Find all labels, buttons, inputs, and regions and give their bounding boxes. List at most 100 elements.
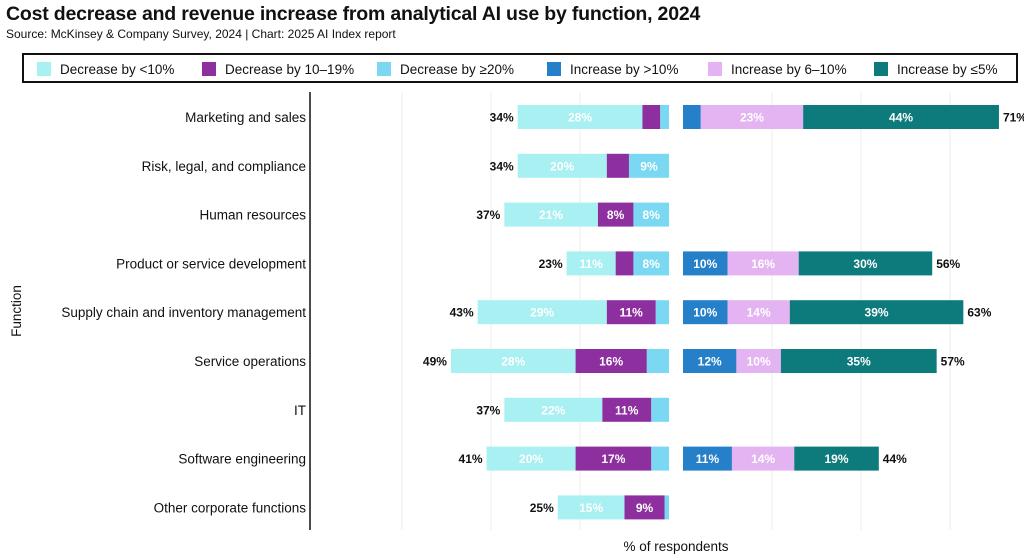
bar-segment	[683, 105, 701, 129]
bar-segment	[504, 202, 598, 227]
data-label: 44%	[889, 111, 913, 125]
decrease-total-label: 34%	[490, 159, 514, 173]
bar-segment	[651, 446, 669, 471]
bar-segment	[655, 300, 669, 325]
decrease-total-label: 23%	[539, 257, 563, 271]
data-label: 10%	[747, 355, 771, 369]
legend-item: Increase by ≤5%	[874, 61, 997, 77]
decrease-total-label: 25%	[530, 501, 554, 515]
legend-item: Increase by 6–10%	[708, 61, 847, 77]
category-label: Software engineering	[178, 452, 306, 467]
bar-segment	[517, 153, 607, 178]
bar-segment	[651, 397, 669, 422]
bar-segment	[660, 105, 669, 129]
legend-swatch	[874, 62, 888, 76]
data-label: 8%	[643, 208, 661, 222]
bar-segment	[517, 105, 643, 129]
data-label: 29%	[530, 306, 554, 320]
legend-label: Increase by ≤5%	[897, 61, 998, 77]
bar-segment	[606, 153, 629, 178]
data-label: 28%	[501, 355, 525, 369]
legend-item: Increase by >10%	[547, 61, 678, 77]
legend-label: Increase by >10%	[570, 61, 679, 77]
legend-item: Decrease by 10–19%	[202, 61, 354, 77]
bar-segment	[642, 105, 661, 129]
y-axis-title: Function	[9, 285, 24, 337]
data-label: 11%	[579, 257, 603, 271]
legend-item: Decrease by <10%	[37, 61, 174, 77]
bar-segment	[683, 349, 737, 373]
bar-segment	[727, 251, 799, 276]
bar-segment	[575, 446, 652, 471]
bar-segment	[780, 349, 937, 373]
increase-total-label: 71%	[1003, 111, 1024, 125]
data-label: 16%	[599, 355, 623, 369]
category-label: Supply chain and inventory management	[61, 305, 306, 320]
data-label: 12%	[698, 355, 722, 369]
decrease-total-label: 41%	[459, 452, 483, 466]
bar-segment	[794, 446, 879, 471]
data-label: 14%	[747, 306, 771, 320]
data-label: 17%	[601, 452, 625, 466]
data-label: 11%	[615, 403, 639, 417]
data-label: 10%	[693, 306, 717, 320]
data-label: 16%	[751, 257, 775, 271]
bar-segment	[504, 397, 603, 422]
data-label: 30%	[853, 257, 877, 271]
category-label: Service operations	[194, 354, 306, 369]
decrease-total-label: 37%	[476, 208, 500, 222]
decrease-total-label: 37%	[476, 403, 500, 417]
data-label: 21%	[539, 208, 563, 222]
data-label: 10%	[693, 257, 717, 271]
legend-label: Decrease by <10%	[60, 61, 175, 77]
data-label: 23%	[740, 111, 764, 125]
bar-segment	[646, 349, 669, 373]
bar-segment	[803, 105, 999, 129]
bar-segment	[597, 202, 634, 227]
legend-swatch	[37, 62, 51, 76]
legend: Decrease by <10% Decrease by 10–19% Decr…	[22, 53, 1018, 83]
legend-label: Decrease by 10–19%	[225, 61, 355, 77]
bars: 28% 34% 23% 44% 71% 9% 20% 34% 8% 8% 21% 37% 8% 11% 23…	[423, 105, 1024, 520]
data-label: 20%	[519, 452, 543, 466]
bar-segment	[664, 495, 669, 520]
bar-segment	[624, 495, 665, 520]
data-label: 35%	[847, 355, 871, 369]
bar-segment	[450, 349, 576, 373]
data-label: 9%	[636, 501, 654, 515]
bar-segment	[557, 495, 625, 520]
category-label: Marketing and sales	[185, 110, 306, 125]
category-label: IT	[294, 403, 306, 418]
legend-swatch	[377, 62, 391, 76]
data-label: 28%	[568, 111, 592, 125]
data-label: 19%	[825, 452, 849, 466]
legend-item: Decrease by ≥20%	[377, 61, 514, 77]
bar-segment	[628, 153, 669, 178]
chart-subtitle: Source: McKinsey & Company Survey, 2024 …	[6, 27, 396, 41]
data-label: 8%	[607, 208, 625, 222]
x-axis-title: % of respondents	[623, 539, 728, 554]
decrease-total-label: 43%	[450, 306, 474, 320]
legend-label: Decrease by ≥20%	[400, 61, 514, 77]
category-label: Human resources	[199, 208, 306, 223]
bar-segment	[700, 105, 804, 129]
bar-segment	[683, 446, 732, 471]
data-label: 20%	[550, 159, 574, 173]
category-label: Other corporate functions	[154, 500, 307, 515]
bar-segment	[486, 446, 576, 471]
data-label: 14%	[751, 452, 775, 466]
bar-segment	[727, 300, 790, 325]
bar-segment	[633, 202, 669, 227]
decrease-total-label: 49%	[423, 355, 447, 369]
bar-segment	[683, 251, 728, 276]
data-label: 11%	[696, 452, 720, 466]
bar-segment	[566, 251, 616, 276]
legend-label: Increase by 6–10%	[731, 61, 847, 77]
chart-title: Cost decrease and revenue increase from …	[6, 3, 701, 25]
bar-segment	[615, 251, 634, 276]
legend-swatch	[708, 62, 722, 76]
data-label: 8%	[643, 257, 661, 271]
increase-total-label: 44%	[883, 452, 907, 466]
data-label: 39%	[865, 306, 889, 320]
